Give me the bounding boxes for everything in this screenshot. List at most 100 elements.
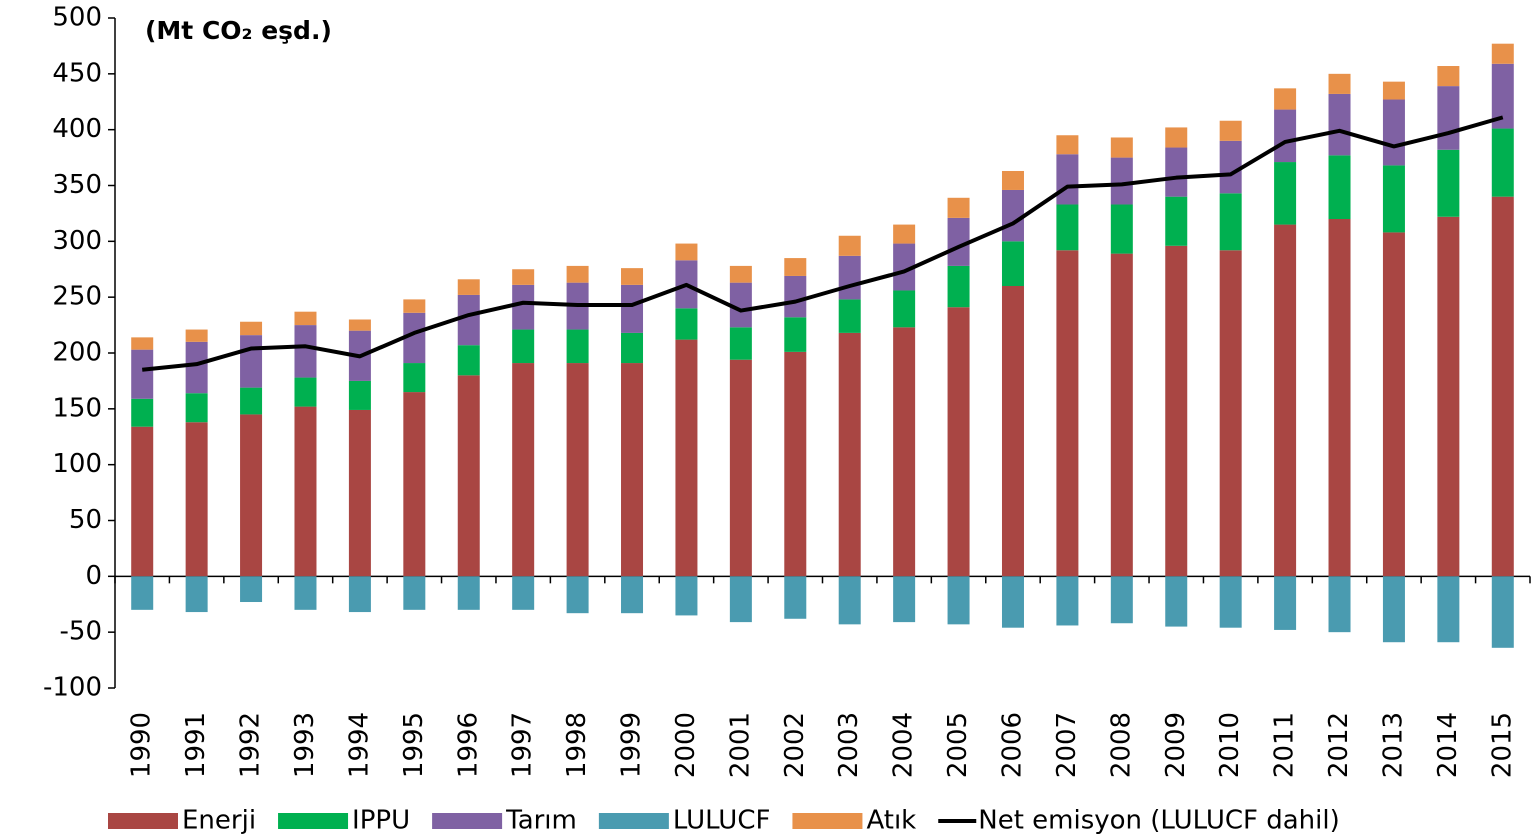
x-tick-label: 1994 — [344, 712, 374, 778]
bar — [294, 406, 317, 577]
bar — [1219, 193, 1242, 251]
bar — [348, 380, 371, 410]
bar — [838, 576, 861, 625]
legend-swatch — [598, 813, 669, 829]
y-tick-label: 350 — [52, 170, 102, 200]
bar — [240, 335, 263, 388]
x-tick-label: 2004 — [889, 712, 919, 778]
bar — [1274, 224, 1297, 577]
y-tick-label: 300 — [52, 226, 102, 256]
bar — [838, 255, 861, 300]
bar — [1165, 196, 1188, 246]
y-tick-label: 0 — [85, 561, 102, 591]
bar — [403, 312, 426, 364]
line — [142, 115, 1504, 372]
bar — [621, 576, 644, 614]
bar — [1001, 170, 1024, 190]
x-tick-label: 2009 — [1161, 712, 1191, 778]
x-tick-label: 1995 — [399, 712, 429, 778]
bar — [1382, 165, 1405, 233]
bar — [1219, 576, 1242, 628]
y-tick-label: 500 — [52, 3, 102, 33]
bar — [621, 332, 644, 364]
legend-label: Atık — [866, 806, 916, 836]
x-tick-label: 2007 — [1052, 712, 1082, 778]
bar — [1274, 162, 1297, 225]
bar — [457, 375, 480, 577]
bar — [1219, 250, 1242, 577]
y-tick-label: 400 — [52, 114, 102, 144]
bar — [784, 576, 807, 619]
y-tick-label: 50 — [69, 505, 102, 535]
bar — [348, 319, 371, 331]
bar — [893, 290, 916, 328]
bar — [1001, 189, 1024, 242]
bar — [294, 325, 317, 378]
bar — [185, 576, 208, 613]
legend-label: Tarım — [505, 806, 577, 836]
bar — [838, 332, 861, 577]
y-tick-label: 200 — [52, 338, 102, 368]
legend-label: LULUCF — [673, 806, 771, 836]
bar — [1056, 154, 1079, 205]
bar — [838, 299, 861, 333]
bar — [729, 576, 752, 623]
y-tick-label: 450 — [52, 58, 102, 88]
bar — [1328, 93, 1351, 156]
bar — [675, 243, 698, 261]
bar — [457, 345, 480, 376]
bar — [784, 275, 807, 318]
bar — [294, 377, 317, 407]
bar — [1491, 43, 1514, 64]
bar — [1165, 147, 1188, 197]
bar — [457, 576, 480, 610]
bar — [1491, 576, 1514, 648]
x-tick-label: 1998 — [562, 712, 592, 778]
bar — [131, 398, 154, 427]
x-tick-label: 2001 — [725, 712, 755, 778]
bar — [1274, 576, 1297, 630]
bar — [457, 279, 480, 295]
bar — [675, 576, 698, 616]
bar — [1437, 216, 1460, 577]
bar — [131, 576, 154, 610]
bar — [1001, 576, 1024, 628]
bar — [729, 359, 752, 577]
x-tick-label: 1993 — [290, 712, 320, 778]
bar — [1165, 127, 1188, 148]
bar — [729, 265, 752, 283]
bar — [784, 258, 807, 276]
bar — [348, 576, 371, 613]
x-tick-label: 1992 — [236, 712, 266, 778]
legend-label: Net emisyon (LULUCF dahil) — [978, 806, 1340, 836]
bar — [1491, 63, 1514, 129]
bar — [185, 422, 208, 577]
bar — [893, 576, 916, 623]
bar — [240, 576, 263, 603]
bar — [131, 349, 154, 399]
bar — [294, 576, 317, 610]
bar — [240, 321, 263, 336]
x-tick-label: 2011 — [1270, 712, 1300, 778]
x-tick-label: 2013 — [1378, 712, 1408, 778]
bar — [1110, 204, 1133, 254]
bar — [1328, 155, 1351, 219]
x-tick-label: 2014 — [1433, 712, 1463, 778]
legend-label: Enerji — [182, 806, 256, 836]
y-tick-label: 150 — [52, 393, 102, 423]
bar — [1056, 250, 1079, 577]
x-tick-label: 1991 — [181, 712, 211, 778]
bar — [1328, 73, 1351, 94]
bar — [1001, 241, 1024, 286]
bar — [1437, 66, 1460, 87]
bar — [1001, 286, 1024, 577]
bar — [1491, 128, 1514, 197]
x-tick-label: 2015 — [1487, 712, 1517, 778]
x-tick-label: 2010 — [1215, 712, 1245, 778]
bar — [1437, 576, 1460, 643]
bar — [947, 217, 970, 266]
x-tick-label: 2005 — [943, 712, 973, 778]
bar — [784, 351, 807, 577]
bar — [893, 243, 916, 291]
x-tick-label: 2006 — [997, 712, 1027, 778]
